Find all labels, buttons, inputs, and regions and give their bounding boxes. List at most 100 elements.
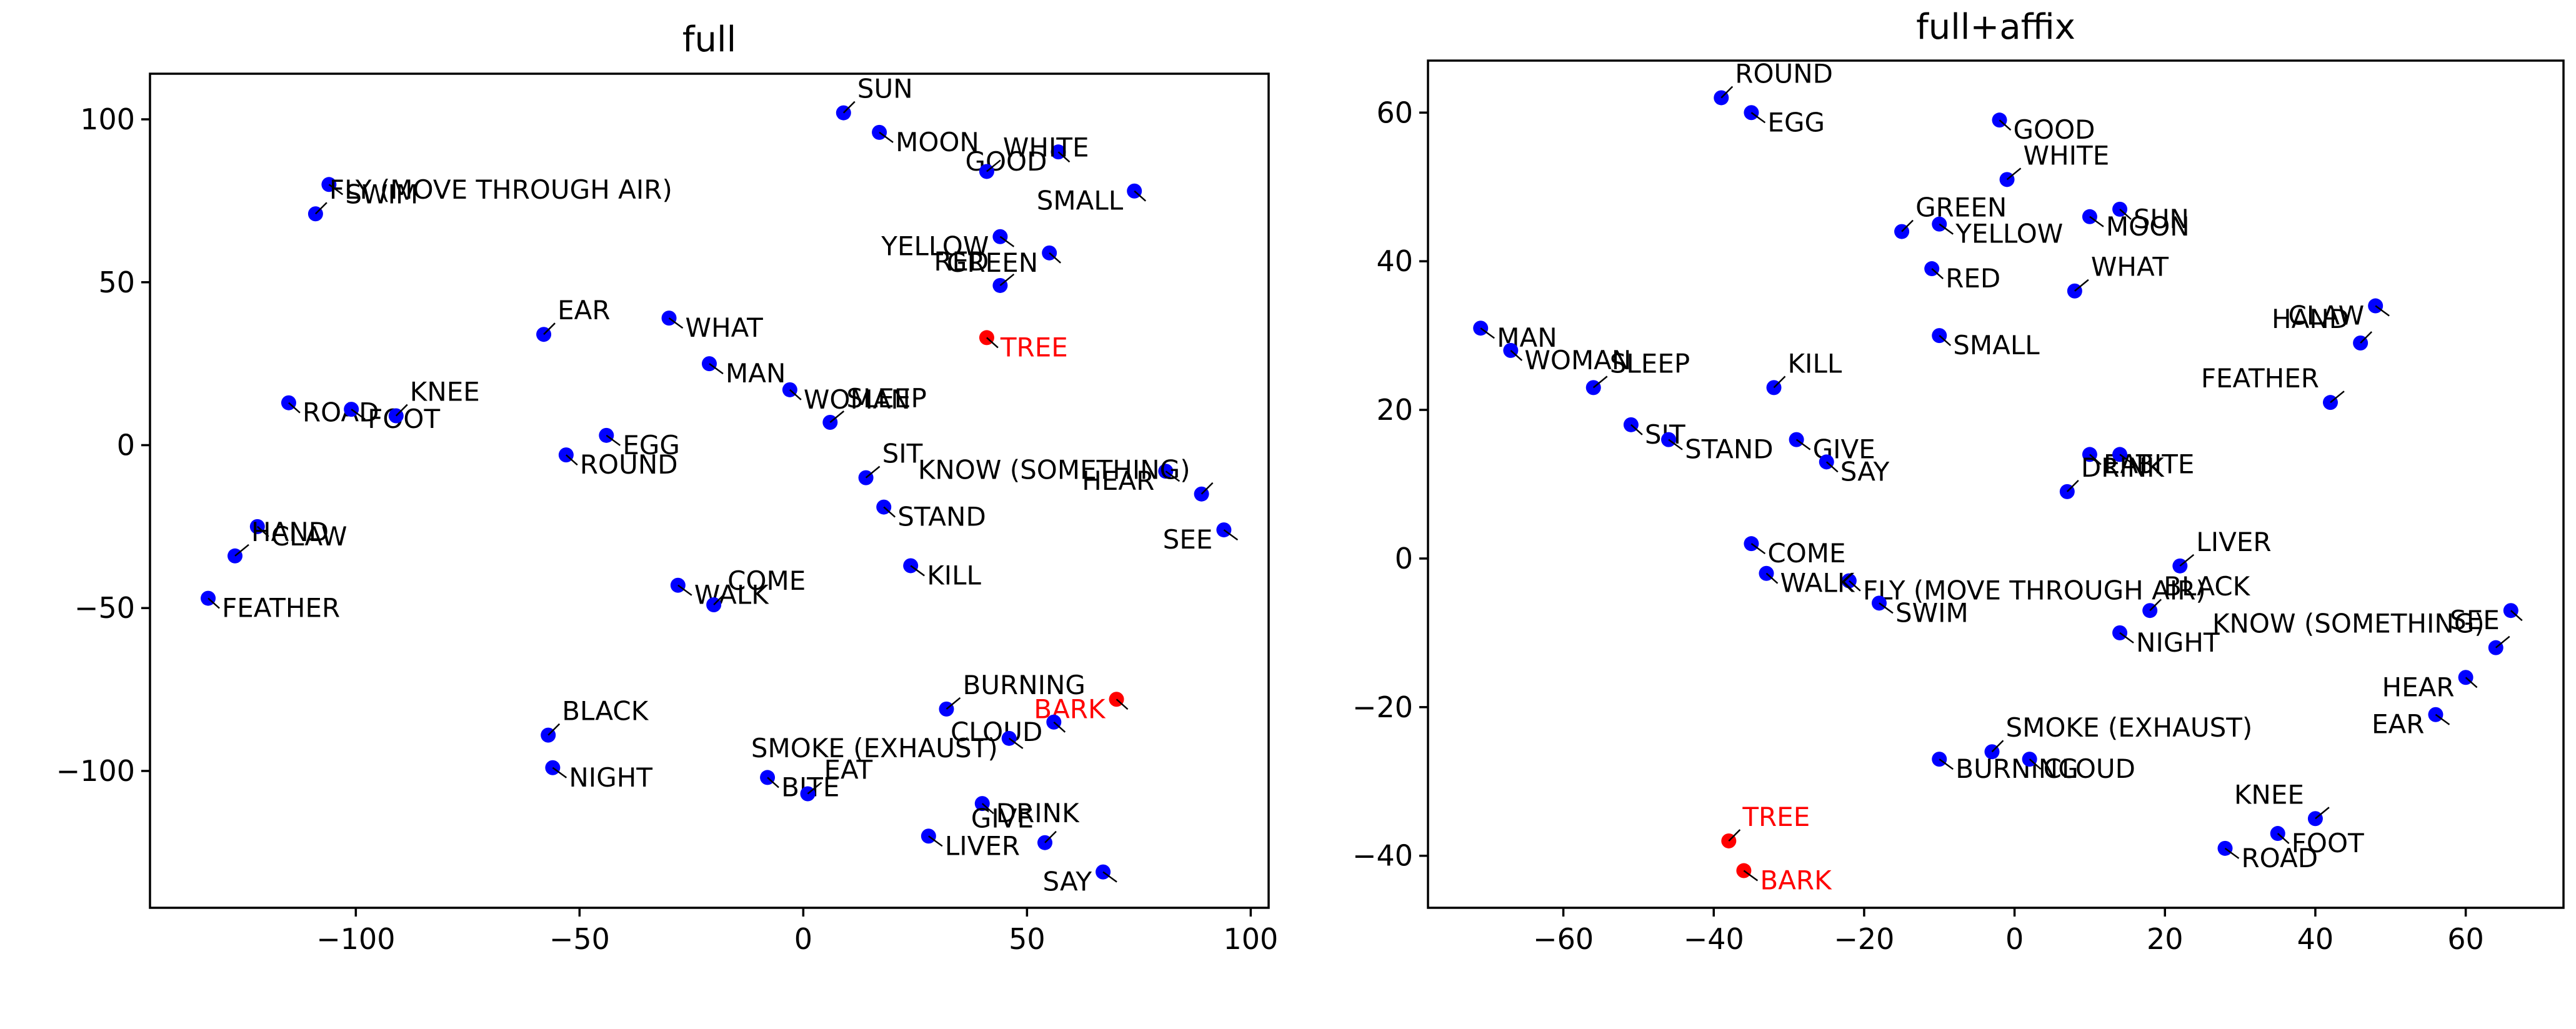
label-leader <box>1223 529 1239 541</box>
point-label: FOOT <box>2292 828 2364 858</box>
point-label: GOOD <box>2014 114 2095 145</box>
point-label: CLOUD <box>951 717 1042 747</box>
label-leader <box>1480 327 1495 339</box>
y-tick-label: 50 <box>98 266 135 299</box>
label-leader <box>2149 599 2162 612</box>
label-leader <box>1057 151 1071 163</box>
x-tick-label: −100 <box>316 922 395 956</box>
label-leader <box>767 777 779 788</box>
label-leader <box>351 409 366 420</box>
point-label: KNEE <box>410 377 480 407</box>
label-leader <box>1053 721 1066 733</box>
point-label: SMOKE (EXHAUST) <box>2005 712 2252 743</box>
label-leader <box>1668 439 1683 450</box>
point-label: SLEEP <box>846 383 926 414</box>
label-leader <box>1765 572 1779 584</box>
label-leader <box>1750 543 1766 555</box>
point-label: RED <box>1945 263 2000 294</box>
label-leader <box>552 767 567 778</box>
label-leader <box>1720 86 1734 99</box>
label-leader <box>234 544 249 557</box>
point-label: SIT <box>882 439 923 469</box>
y-tick-label: −100 <box>56 754 135 788</box>
x-tick-label: 50 <box>1009 922 1046 956</box>
point-label: BLACK <box>562 696 649 727</box>
point-label: SWIM <box>1895 597 1969 628</box>
point-label: SAY <box>1043 867 1092 897</box>
y-tick-label: 0 <box>117 428 135 462</box>
label-leader <box>328 184 344 196</box>
point-label: GOOD <box>965 146 1047 177</box>
point-label: HAND <box>2272 304 2349 334</box>
label-leader <box>1849 580 1861 592</box>
label-leader <box>999 236 1015 247</box>
label-leader <box>257 525 269 537</box>
point-label: EAR <box>2372 709 2424 740</box>
point-label: YELLOW <box>881 231 989 262</box>
y-tick-label: 60 <box>1376 96 1413 129</box>
label-leader <box>1116 698 1129 710</box>
label-leader <box>879 131 894 143</box>
point-label: SUN <box>857 74 913 104</box>
label-leader <box>999 273 1015 286</box>
point-label: SAY <box>1840 456 1890 487</box>
point-label: GIVE <box>971 803 1034 834</box>
label-leader <box>2224 847 2240 859</box>
point-label: SEE <box>1163 524 1213 555</box>
label-leader <box>1510 349 1523 361</box>
label-leader <box>1825 461 1839 473</box>
label-leader <box>2119 208 2132 220</box>
point-label: EGG <box>622 430 680 460</box>
y-tick-label: −40 <box>1352 839 1413 873</box>
point-label: MAN <box>726 358 786 389</box>
x-tick-label: 0 <box>2005 922 2024 956</box>
label-leader <box>981 803 994 815</box>
point-label: WHITE <box>1003 132 1089 162</box>
label-leader <box>986 159 1001 172</box>
x-tick-label: 60 <box>2447 922 2484 956</box>
point-label: BURNING <box>1955 753 2079 784</box>
label-leader <box>1044 830 1057 843</box>
point-label: CLOUD <box>2044 753 2135 784</box>
x-tick-label: −20 <box>1834 922 1894 956</box>
point-label: MOON <box>2106 211 2190 242</box>
label-leader <box>2006 167 2022 181</box>
point-label: GREEN <box>947 247 1038 278</box>
point-label: FLY (MOVE THROUGH AIR) <box>329 174 672 205</box>
point-label: WHAT <box>2091 252 2169 282</box>
point-label: STAND <box>897 502 986 532</box>
point-label: KILL <box>1788 348 1842 379</box>
label-leader <box>2315 807 2330 820</box>
chart-title: full <box>682 19 736 60</box>
label-leader <box>2375 305 2390 317</box>
label-leader <box>1939 335 1952 347</box>
label-leader <box>677 584 692 596</box>
label-leader <box>928 835 943 847</box>
point-label: RED <box>934 246 989 277</box>
label-leader <box>910 565 925 577</box>
label-leader <box>807 782 822 795</box>
point-label: FLY (MOVE THROUGH AIR) <box>1863 575 2206 606</box>
label-leader <box>315 202 327 215</box>
label-leader <box>1134 190 1147 202</box>
point-label: GREEN <box>1915 192 2007 223</box>
point-label: SUN <box>2134 204 2189 234</box>
label-leader <box>288 402 301 414</box>
point-label: MOON <box>896 127 979 157</box>
chart-title: full+affix <box>1916 7 2075 47</box>
point-label: DRINK <box>2081 452 2165 483</box>
point-label: TREE <box>1742 802 1810 832</box>
point-label: BARK <box>1760 865 1832 896</box>
label-leader <box>1165 470 1181 482</box>
label-leader <box>883 506 896 518</box>
label-leader <box>395 404 408 417</box>
y-tick-label: 0 <box>1395 542 1413 575</box>
point-label: NIGHT <box>2136 627 2220 658</box>
axes-frame <box>149 72 1270 909</box>
label-leader <box>1939 758 1954 770</box>
label-leader <box>1102 871 1117 883</box>
label-leader <box>789 389 802 400</box>
